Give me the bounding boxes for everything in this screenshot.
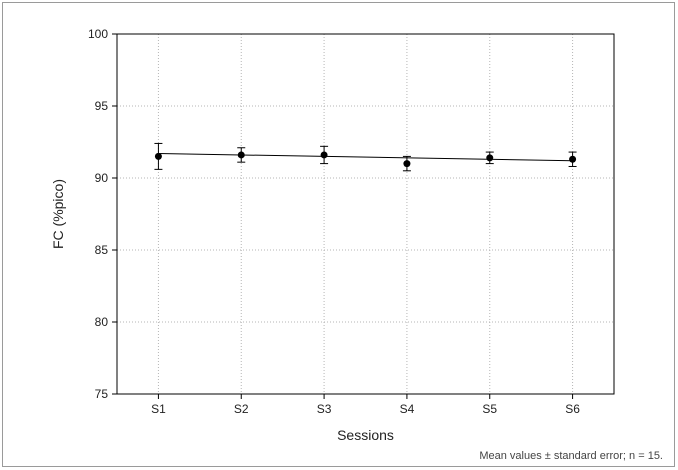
plot-area [116, 33, 615, 395]
x-axis-title: Sessions [337, 427, 394, 443]
x-axis: S1 S2 S3 S4 S5 S6 [151, 394, 580, 416]
y-axis: 75 80 85 90 95 100 [88, 27, 117, 401]
data-point [569, 155, 577, 163]
y-tick-label: 75 [95, 387, 109, 401]
x-tick-label: S4 [400, 402, 415, 416]
y-tick-label: 90 [95, 171, 109, 185]
y-tick-label: 95 [95, 99, 109, 113]
y-tick-label: 85 [95, 243, 109, 257]
data-series [154, 142, 577, 172]
data-point [320, 151, 328, 159]
x-tick-label: S6 [565, 402, 580, 416]
trend-line [158, 153, 573, 162]
footnote: Mean values ± standard error; n = 15. [479, 450, 663, 462]
y-axis-title: FC (%pico) [50, 179, 66, 249]
data-point [403, 160, 411, 168]
y-tick-label: 100 [88, 27, 108, 41]
data-point [486, 154, 494, 162]
x-tick-label: S1 [151, 402, 166, 416]
y-tick-label: 80 [95, 315, 109, 329]
chart: 75 80 85 90 95 100 S1 S2 S3 S4 S5 S6 Sessions FC (… [50, 27, 663, 462]
data-point [237, 151, 245, 159]
data-point [154, 152, 162, 160]
x-tick-label: S5 [482, 402, 497, 416]
x-tick-label: S2 [234, 402, 249, 416]
x-tick-label: S3 [317, 402, 332, 416]
grid [117, 34, 614, 394]
